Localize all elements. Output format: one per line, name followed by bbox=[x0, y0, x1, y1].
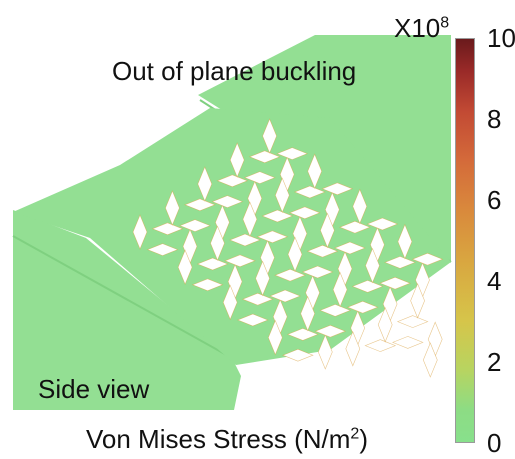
cut-slit bbox=[243, 171, 276, 184]
colorbar-tick-0: 0 bbox=[487, 428, 502, 458]
cut-slit bbox=[197, 166, 213, 202]
cut-slit bbox=[224, 254, 256, 268]
cut-slit bbox=[179, 219, 211, 232]
cut-slit bbox=[334, 241, 366, 255]
cut-slit bbox=[300, 295, 316, 332]
colorbar-tick-8: 8 bbox=[487, 104, 502, 134]
colorbar-multiplier: X108 bbox=[394, 15, 449, 41]
cut-slit bbox=[320, 212, 335, 249]
cut-slit bbox=[397, 223, 413, 260]
cut-slit bbox=[306, 244, 339, 258]
cut-slit bbox=[267, 319, 283, 356]
cut-slit bbox=[301, 265, 334, 279]
cut-slit bbox=[256, 230, 289, 244]
cut-slit bbox=[229, 233, 261, 247]
cut-slit bbox=[282, 348, 314, 362]
colorbar-caption: Von Mises Stress (N/m2) bbox=[86, 426, 368, 452]
caption-text: Von Mises Stress (N/m bbox=[86, 424, 351, 454]
cut-slit bbox=[248, 150, 281, 164]
cut-slit bbox=[345, 331, 361, 367]
cut-slit bbox=[216, 174, 249, 188]
cut-slit bbox=[377, 307, 393, 343]
cut-slit bbox=[184, 198, 216, 212]
cut-slit bbox=[146, 243, 179, 256]
colorbar-tick-10: 10 bbox=[487, 23, 515, 53]
cut-slit bbox=[339, 220, 371, 234]
cut-slit bbox=[132, 214, 148, 250]
cut-slit bbox=[151, 222, 184, 236]
lower-ridge bbox=[12, 235, 233, 359]
colorbar-multiplier-exponent: 8 bbox=[440, 14, 450, 32]
colorbar bbox=[455, 38, 475, 443]
cut-slit bbox=[384, 256, 416, 269]
caption-close: ) bbox=[359, 424, 368, 454]
buckling-label: Out of plane buckling bbox=[112, 56, 357, 86]
cut-slit bbox=[411, 252, 444, 266]
kirigami-sheet bbox=[12, 35, 452, 410]
cut-slit bbox=[236, 313, 269, 327]
cut-slit bbox=[210, 225, 225, 261]
cut-slit bbox=[365, 247, 380, 284]
cut-slit bbox=[410, 283, 425, 319]
colorbar-tick-4: 4 bbox=[487, 266, 502, 296]
caption-superscript: 2 bbox=[350, 425, 360, 443]
cut-slit bbox=[396, 315, 429, 328]
cut-slit bbox=[165, 190, 180, 226]
cut-slit bbox=[293, 185, 326, 199]
cut-slit bbox=[196, 257, 229, 271]
cut-slit bbox=[317, 334, 333, 370]
cut-slit bbox=[352, 188, 368, 225]
cut-slit bbox=[242, 201, 258, 237]
cut-slit bbox=[262, 118, 277, 154]
cut-slit bbox=[177, 249, 193, 285]
cut-slit bbox=[222, 284, 238, 321]
cut-slit bbox=[241, 292, 274, 306]
cut-slit bbox=[391, 336, 424, 349]
cut-slit bbox=[314, 324, 347, 338]
colorbar-tick-2: 2 bbox=[487, 347, 502, 377]
cut-slit bbox=[319, 304, 352, 317]
cut-slit bbox=[422, 342, 438, 378]
cut-slit bbox=[276, 147, 309, 160]
side-view-label: Side view bbox=[38, 374, 150, 404]
cut-slit bbox=[287, 236, 303, 273]
cut-slit bbox=[321, 182, 354, 196]
cut-slit bbox=[364, 339, 397, 352]
cut-slit bbox=[379, 276, 411, 290]
cut-slit bbox=[229, 142, 245, 178]
cut-slit bbox=[332, 271, 348, 308]
cut-slit bbox=[288, 206, 321, 220]
colorbar-multiplier-base: X10 bbox=[394, 13, 441, 43]
cut-slit bbox=[274, 268, 306, 282]
cut-slit bbox=[366, 217, 399, 231]
lower-flat-region bbox=[13, 210, 241, 410]
cut-slit bbox=[351, 280, 384, 293]
cut-slit bbox=[307, 153, 323, 189]
cut-slit bbox=[211, 195, 244, 208]
cut-slit bbox=[346, 300, 379, 314]
cut-slit bbox=[286, 328, 319, 341]
cut-slit bbox=[261, 209, 294, 223]
cut-slit bbox=[255, 260, 270, 297]
colorbar-tick-6: 6 bbox=[487, 185, 502, 215]
cut-slit bbox=[191, 278, 224, 292]
cut-slit bbox=[274, 177, 290, 213]
cut-slit bbox=[269, 289, 301, 303]
